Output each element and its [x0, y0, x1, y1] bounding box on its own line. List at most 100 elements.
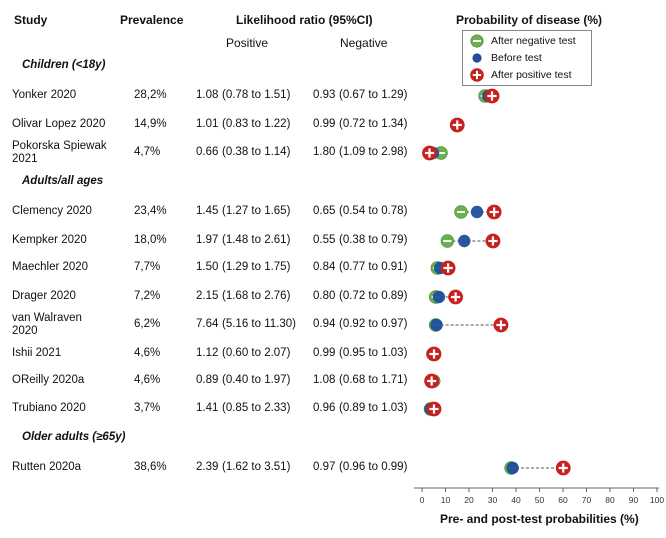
positive-ci: (0.78 to 1.51)	[222, 89, 291, 101]
positive-ci: (1.62 to 3.51)	[222, 461, 291, 473]
prevalence-value: 23,4%	[134, 205, 167, 217]
minus-icon	[457, 211, 466, 213]
after-positive-marker	[486, 204, 502, 220]
negative-lr: 0.97	[313, 461, 336, 473]
plot-row	[440, 233, 501, 249]
study-name: Pokorska Spiewak	[12, 140, 107, 152]
negative-lr: 0.84	[313, 261, 336, 273]
negative-lr: 0.94	[313, 318, 336, 330]
header-study: Study	[14, 13, 48, 27]
plus-icon-v	[454, 292, 457, 302]
positive-lr: 0.89	[196, 374, 219, 386]
after-positive-marker	[440, 260, 456, 276]
prevalence-value: 14,9%	[134, 118, 167, 130]
x-tick-label: 90	[629, 495, 639, 505]
negative-ci: (0.72 to 0.89)	[339, 290, 408, 302]
positive-lr: 1.41	[196, 402, 219, 414]
prevalence-value: 4,7%	[134, 146, 161, 158]
negative-ci: (0.68 to 1.71)	[339, 374, 408, 386]
before-test-dot	[432, 290, 446, 304]
positive-lr: 1.45	[196, 205, 219, 217]
positive-lr: 1.01	[196, 118, 219, 130]
negative-ci: (0.77 to 0.91)	[339, 261, 408, 273]
study-name: Trubiano 2020	[12, 402, 86, 414]
positive-ci: (0.83 to 1.22)	[222, 118, 291, 130]
group-label: Adults/all ages	[22, 175, 104, 187]
plus-icon-v	[446, 263, 450, 273]
plus-icon-v	[490, 91, 494, 101]
prevalence-value: 28,2%	[134, 89, 167, 101]
negative-ci: (0.72 to 1.34)	[339, 118, 408, 130]
x-tick-label: 70	[582, 495, 592, 505]
before-test-dot	[506, 461, 519, 475]
group-label: Older adults (≥65y)	[22, 431, 126, 443]
after-positive-marker	[448, 289, 464, 305]
study-name: 2021	[12, 153, 38, 165]
plot-row	[430, 260, 456, 276]
prevalence-value: 7,7%	[134, 261, 161, 273]
plot-row	[424, 373, 441, 389]
study-name: Yonker 2020	[12, 89, 77, 101]
negative-ci: (0.67 to 1.29)	[339, 89, 408, 101]
negative-ci: (1.09 to 2.98)	[339, 146, 408, 158]
after-positive-marker	[426, 346, 442, 362]
before-test-dot	[458, 234, 471, 248]
prevalence-value: 3,7%	[134, 402, 161, 414]
negative-lr: 1.08	[313, 374, 336, 386]
plus-icon-v	[432, 349, 436, 359]
plot-row	[423, 401, 442, 417]
positive-lr: 7.64	[196, 318, 219, 330]
header-positive: Positive	[226, 36, 269, 50]
study-name: van Walraven	[12, 312, 82, 324]
before-test-icon	[472, 53, 482, 63]
prevalence-value: 4,6%	[134, 347, 161, 359]
plus-icon-v	[430, 376, 433, 386]
study-name: 2020	[12, 325, 38, 337]
plus-icon-v	[493, 207, 496, 217]
legend-label-after-positive: After positive test	[491, 69, 572, 81]
plot-row	[428, 317, 509, 333]
positive-ci: (0.40 to 1.97)	[222, 374, 291, 386]
negative-lr: 1.80	[313, 146, 336, 158]
after-positive-marker	[422, 145, 437, 161]
legend-label-before: Before test	[491, 52, 542, 64]
prevalence-value: 4,6%	[134, 374, 161, 386]
x-tick-label: 10	[441, 495, 451, 505]
plot-row	[426, 346, 442, 362]
header-prevalence: Prevalence	[120, 13, 184, 27]
positive-ci: (1.48 to 2.61)	[222, 234, 291, 246]
group-label: Children (<18y)	[22, 59, 106, 71]
plot-row	[428, 289, 464, 305]
after-negative-marker	[440, 234, 455, 248]
study-name: Clemency 2020	[12, 205, 92, 217]
negative-ci: (0.95 to 1.03)	[339, 347, 408, 359]
x-tick-label: 80	[605, 495, 615, 505]
prevalence-value: 38,6%	[134, 461, 167, 473]
plus-icon-v	[499, 320, 503, 330]
positive-ci: (1.68 to 2.76)	[222, 290, 291, 302]
study-name: Ishii 2021	[12, 347, 62, 359]
x-tick-label: 0	[420, 495, 425, 505]
after-positive-marker	[426, 401, 442, 417]
positive-ci: (0.60 to 2.07)	[222, 347, 291, 359]
negative-ci: (0.96 to 0.99)	[339, 461, 408, 473]
positive-lr: 1.12	[196, 347, 219, 359]
negative-lr: 0.80	[313, 290, 336, 302]
x-tick-label: 30	[488, 495, 498, 505]
plot-row	[478, 88, 500, 104]
negative-ci: (0.38 to 0.79)	[339, 234, 408, 246]
x-tick-label: 60	[558, 495, 568, 505]
positive-ci: (5.16 to 11.30)	[222, 318, 296, 330]
after-positive-marker	[449, 117, 465, 133]
after-positive-marker	[485, 233, 501, 249]
study-name: OReilly 2020a	[12, 374, 85, 386]
plot-row	[449, 117, 465, 133]
positive-lr: 1.08	[196, 89, 219, 101]
plus-icon-v	[456, 120, 459, 130]
after-positive-marker	[555, 460, 571, 476]
negative-lr: 0.65	[313, 205, 336, 217]
header-probability: Probability of disease (%)	[456, 13, 603, 27]
positive-ci: (0.38 to 1.14)	[222, 146, 291, 158]
plus-icon-v	[432, 404, 436, 414]
